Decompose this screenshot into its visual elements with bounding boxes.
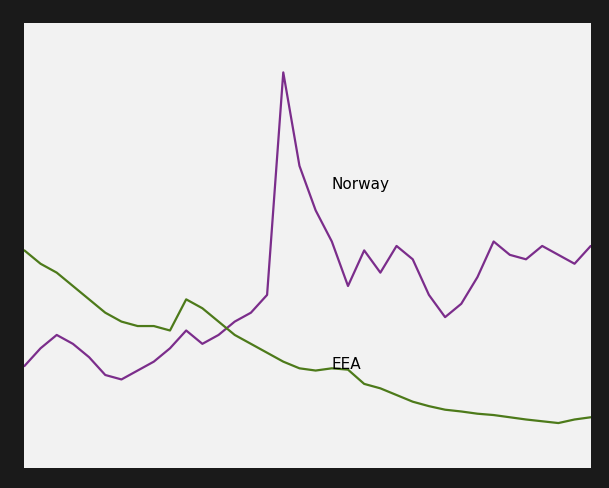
Text: EEA: EEA (332, 357, 362, 371)
Text: Norway: Norway (332, 177, 390, 192)
